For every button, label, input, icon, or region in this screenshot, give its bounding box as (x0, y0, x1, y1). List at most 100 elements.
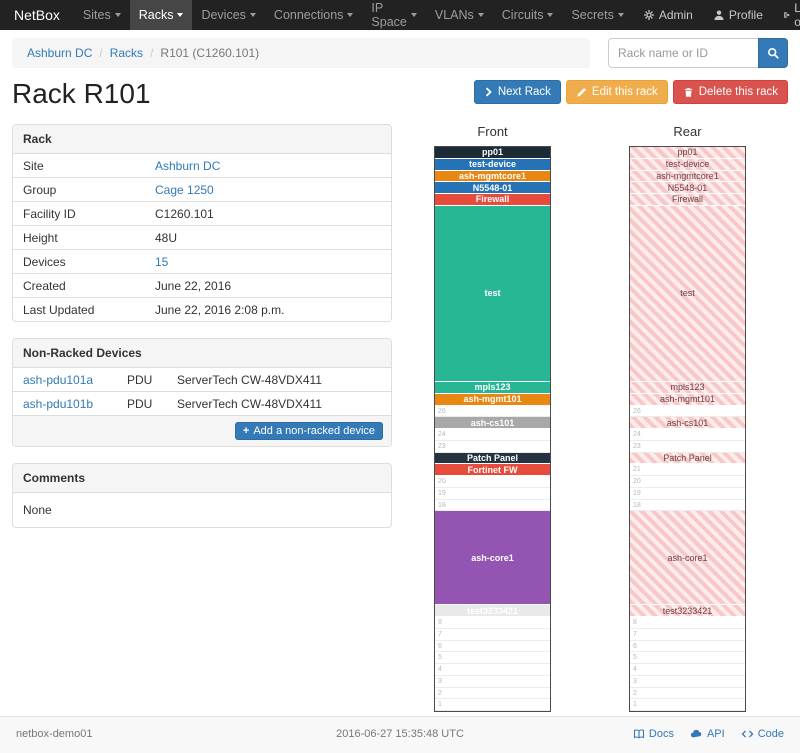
brand[interactable]: NetBox (14, 7, 60, 23)
nav-item-circuits[interactable]: Circuits (493, 0, 563, 30)
breadcrumb-item[interactable]: Racks (109, 46, 144, 60)
rack-device-label: ash-core1 (471, 552, 514, 563)
rack-device[interactable]: pp01 (630, 147, 745, 159)
chevron-down-icon (547, 13, 554, 17)
rack-unit-number: 1 (633, 701, 637, 709)
device-name-cell: ash-pdu101b (13, 391, 117, 415)
rack-unit-number: 8 (633, 619, 637, 626)
delete-rack-button[interactable]: Delete this rack (672, 80, 788, 104)
profile-link[interactable]: Profile (703, 0, 773, 30)
rack-device[interactable]: Firewall (435, 194, 550, 206)
rack-device[interactable]: ash-mgmt101 (630, 393, 745, 406)
rack-unit-empty: 8 (435, 617, 550, 629)
rack-panel-title: Rack (13, 125, 391, 154)
nav-item-vlans[interactable]: VLANs (426, 0, 493, 30)
nav-item-ip-space[interactable]: IP Space (362, 0, 425, 30)
rack-device[interactable]: Patch Panel (630, 452, 745, 465)
rack-unit-empty: 18 (435, 499, 550, 512)
rack-device[interactable]: ash-cs101 (630, 417, 745, 429)
rack-device[interactable]: test (630, 205, 745, 382)
attribute-value: 15 (145, 249, 391, 274)
rack-device[interactable]: mpls123 (630, 382, 745, 394)
rack-device-label: mpls123 (474, 382, 511, 393)
footer-link-api[interactable]: API (690, 728, 725, 740)
gear-icon (643, 10, 654, 20)
rack-unit-number: 1 (438, 701, 442, 709)
rack-device[interactable]: ash-core1 (435, 511, 550, 606)
attribute-label: Facility ID (13, 201, 145, 226)
rack-device-label: mpls123 (670, 382, 705, 393)
next-rack-button[interactable]: Next Rack (473, 80, 561, 104)
rack-unit-number: 24 (438, 431, 446, 438)
rack-unit-number: 21 (633, 466, 641, 474)
rack-device[interactable]: Fortinet FW (435, 464, 550, 476)
rack-device[interactable]: test-device (630, 158, 745, 171)
device-link[interactable]: ash-pdu101a (23, 372, 94, 387)
nav-item-label: Connections (273, 8, 344, 22)
rack-elevation-front: pp01 test-device ash-mgmtcore1 N5548-01 Fire… (434, 146, 551, 712)
rack-device[interactable]: Patch Panel (435, 452, 550, 465)
rack-device[interactable]: test3233421 (435, 605, 550, 617)
navbar: NetBox Sites Racks Devices Connections IP Sp… (0, 0, 800, 30)
navbar-menu: Sites Racks Devices Connections IP Space VLAN… (74, 0, 633, 30)
rack-device[interactable]: test3233421 (630, 605, 745, 617)
rack-device[interactable]: ash-cs101 (435, 417, 550, 429)
rack-device[interactable]: pp01 (435, 147, 550, 159)
logout-icon (784, 12, 790, 18)
search-input[interactable] (608, 38, 758, 68)
rack-unit-number: 7 (633, 630, 637, 638)
rack-unit-empty: 18 (630, 499, 745, 512)
device-name-cell: ash-pdu101a (13, 368, 117, 392)
rack-device-label: pp01 (481, 147, 503, 158)
rack-device[interactable]: test-device (435, 158, 550, 171)
rack-device[interactable]: ash-core1 (630, 511, 745, 606)
attribute-value-link[interactable]: Cage 1250 (155, 182, 214, 197)
search-button[interactable] (758, 38, 788, 68)
chevron-down-icon (177, 13, 184, 17)
logout-link[interactable]: Log out (773, 0, 800, 30)
nav-item-sites[interactable]: Sites (74, 0, 130, 30)
footer-link-label: Code (757, 728, 784, 740)
nav-item-racks[interactable]: Racks (129, 0, 193, 30)
rack-device[interactable]: Firewall (630, 194, 745, 206)
rack-device-label: test3233421 (466, 605, 519, 616)
attribute-value: C1260.101 (145, 201, 391, 226)
attribute-value-link[interactable]: Ashburn DC (155, 158, 221, 173)
footer-link-code[interactable]: Code (741, 728, 784, 740)
rack-device[interactable]: test (435, 205, 550, 382)
rack-device[interactable]: ash-mgmt101 (435, 393, 550, 406)
rack-device-label: Firewall (671, 194, 703, 205)
rack-device[interactable]: N5548-01 (435, 182, 550, 194)
nav-item-devices[interactable]: Devices (192, 0, 264, 30)
rack-device-label: test (680, 288, 695, 299)
rack-unit-number: 2 (438, 689, 442, 697)
breadcrumb-item[interactable]: Ashburn DC (27, 46, 93, 60)
page-head: Rack R101 Next Rack Edit this rack Delet… (12, 78, 788, 110)
rack-unit-empty: 20 (435, 476, 550, 488)
button-label: Next Rack (497, 86, 551, 98)
rack-unit-number: 20 (438, 478, 446, 485)
plus-icon: + (242, 425, 250, 437)
rack-device-label: ash-mgmt101 (463, 394, 522, 405)
attribute-value: Ashburn DC (145, 154, 391, 178)
admin-link[interactable]: Admin (633, 0, 703, 30)
rack-device[interactable]: ash-mgmtcore1 (630, 170, 745, 183)
chevron-down-icon (410, 13, 417, 17)
add-non-racked-device-button[interactable]: + Add a non-racked device (234, 422, 383, 440)
device-link[interactable]: ash-pdu101b (23, 396, 94, 411)
main-content: Rack Site Ashburn DC Group Cage 1250 Facilit… (12, 124, 788, 712)
edit-rack-button[interactable]: Edit this rack (565, 80, 668, 104)
nav-item-secrets[interactable]: Secrets (562, 0, 632, 30)
attribute-value-link[interactable]: 15 (155, 254, 169, 269)
logout-label: Log out (794, 1, 800, 29)
rack-device[interactable]: mpls123 (435, 382, 550, 394)
footer-link-docs[interactable]: Docs (633, 728, 674, 740)
attribute-row: Group Cage 1250 (13, 177, 391, 202)
rack-elevation-rear: pp01 test-device ash-mgmtcore1 N5548-01 Fire… (629, 146, 746, 712)
rack-device[interactable]: ash-mgmtcore1 (435, 170, 550, 183)
rack-device-label: Firewall (475, 194, 510, 205)
comments-panel: Comments None (12, 463, 392, 528)
rack-device[interactable]: N5548-01 (630, 182, 745, 194)
nav-item-connections[interactable]: Connections (265, 0, 363, 30)
rack-device-label: test-device (468, 159, 517, 170)
